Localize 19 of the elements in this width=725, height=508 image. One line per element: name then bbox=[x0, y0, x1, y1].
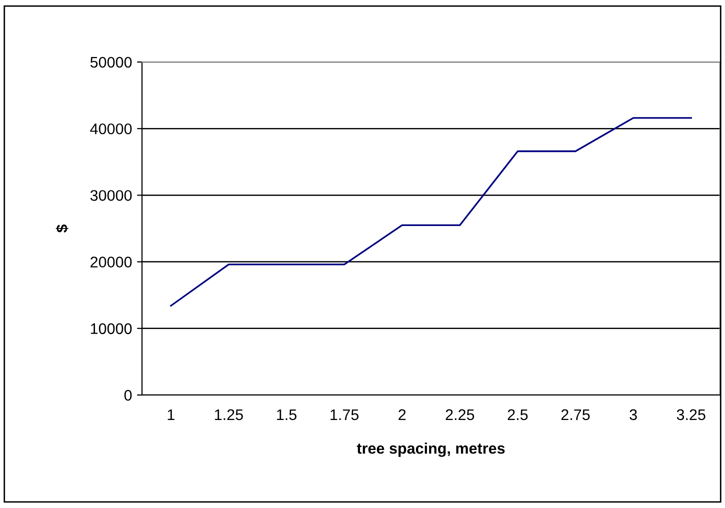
x-tick-label: 2.75 bbox=[561, 409, 590, 420]
y-tick-label: 30000 bbox=[90, 190, 132, 201]
x-tick-label: 1 bbox=[168, 409, 174, 420]
x-tick-label: 1.5 bbox=[277, 409, 296, 420]
y-axis-title: $ bbox=[56, 224, 68, 233]
y-tick-label: 0 bbox=[124, 390, 132, 401]
x-tick-label: 3 bbox=[630, 409, 637, 420]
x-tick-label: 3.25 bbox=[676, 409, 706, 420]
x-tick-label: 1.75 bbox=[330, 409, 359, 420]
y-tick-label: 20000 bbox=[90, 256, 132, 268]
x-tick-label: 2.25 bbox=[446, 409, 474, 420]
y-tick-label: 40000 bbox=[90, 123, 132, 134]
line-series bbox=[170, 117, 692, 307]
x-axis-title: tree spacing, metres bbox=[356, 442, 505, 457]
x-tick-label: 2 bbox=[398, 409, 406, 420]
y-tick-label: 10000 bbox=[90, 323, 132, 334]
y-tick-label: 50000 bbox=[90, 56, 132, 68]
x-tick-label: 2.5 bbox=[508, 409, 528, 420]
x-tick-label: 1.25 bbox=[215, 409, 243, 420]
